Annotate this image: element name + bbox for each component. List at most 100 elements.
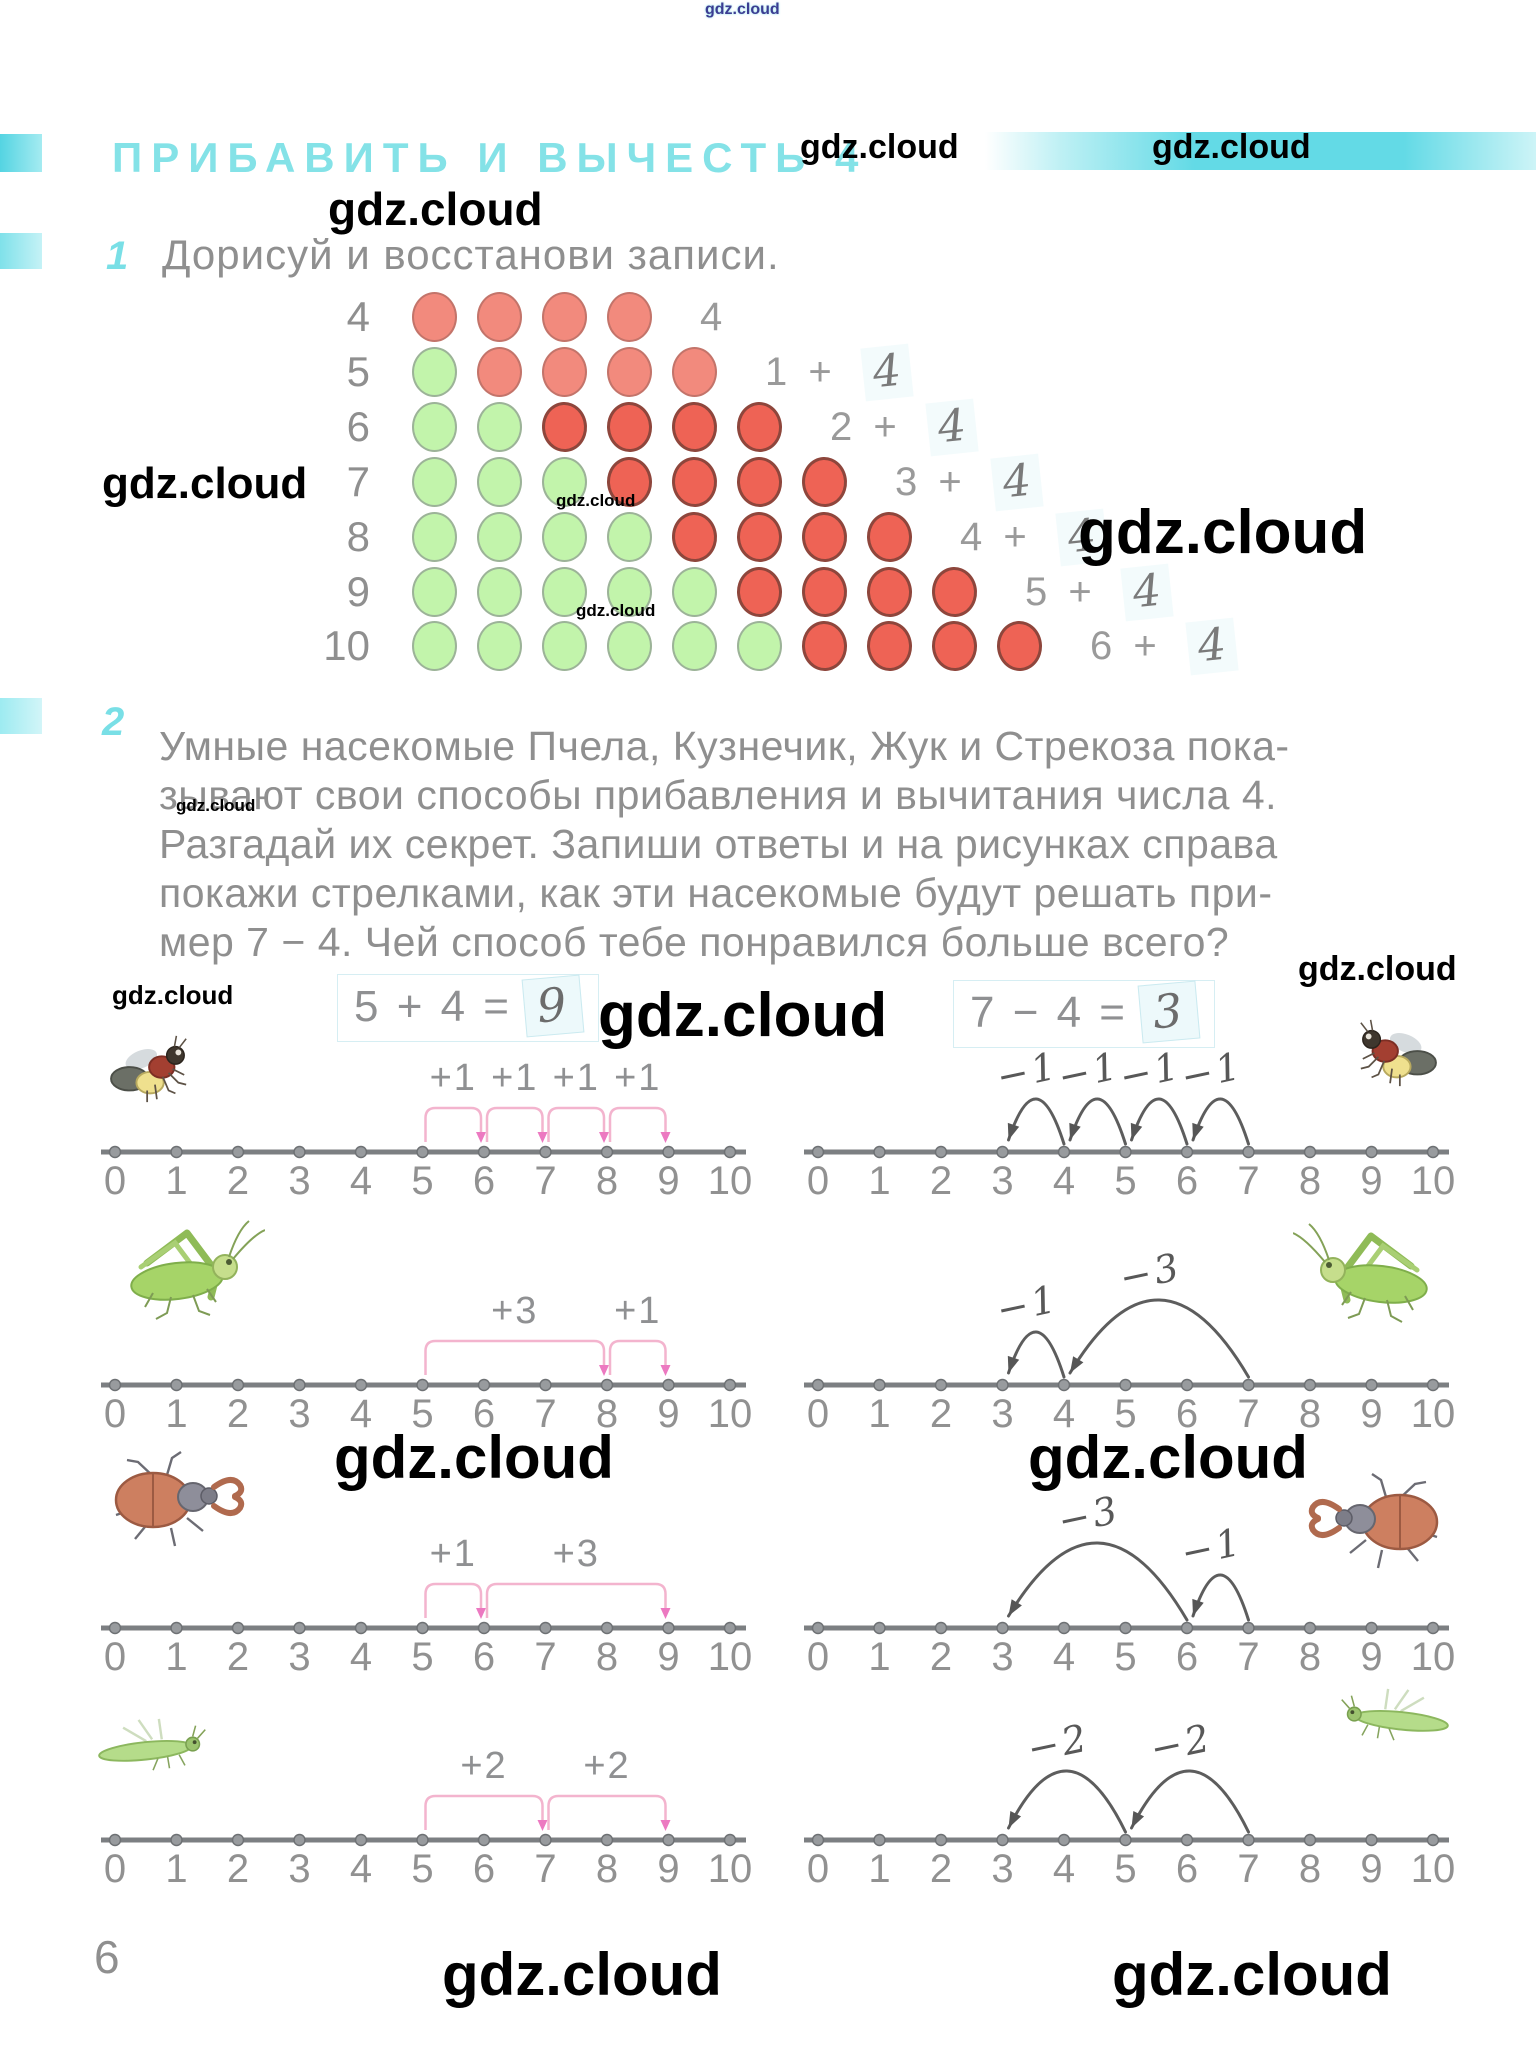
jump-label-handwritten: −2 [1146,1715,1216,1771]
row-count-label: 8 [346,513,370,560]
watermark-text: gdz.cloud [556,491,636,510]
bracket-arrowhead [660,1132,671,1143]
tick-dot [600,1145,614,1159]
tick-label: 0 [104,1159,126,1203]
jump-label-handwritten: −1 [1116,1043,1186,1099]
equation-printed: 7 − 4 = [970,988,1129,1037]
tick-label: 0 [104,1392,126,1436]
jump-label-handwritten: −2 [1023,1715,1093,1771]
green-circle [607,512,652,562]
minus-jump-arc [1068,1298,1250,1379]
minus-jump-arc [1007,1769,1127,1834]
task2-line: Умные насекомые Пчела, Кузнечик, Жук и С… [159,723,1290,769]
red-circle [670,510,719,564]
green-circle [672,621,717,671]
task1-text: Дорисуй и восстанови записи. [162,231,780,278]
equation-bee-sub: 7 − 4 = 3 [953,980,1216,1048]
tick-label: 2 [227,1159,249,1203]
bracket-arrowhead [599,1365,609,1376]
tick-dot [354,1621,368,1635]
tick-dot [723,1145,737,1159]
equation-printed: 6 + [1090,623,1162,668]
row-count-label: 6 [346,403,370,450]
tick-dot [1365,1833,1378,1847]
tick-label: 8 [1299,1847,1321,1891]
plus-jump-bracket [608,1339,667,1375]
count-row-10: 10 6 + 4 [270,617,1239,675]
tick-label: 1 [868,1635,890,1679]
tick-dot [600,1621,614,1635]
tick-dot [477,1145,491,1159]
tick-label: 0 [104,1635,126,1679]
circle-strip [412,292,672,342]
tick-dot [996,1621,1009,1635]
tick-dot [662,1378,675,1392]
numberline-panel-bee-add: 5 + 4 = 9 +1 +1 +1 +1 0 1 2 3 4 5 6 7 8 9 10 [85,972,765,1222]
tick-label: 7 [534,1847,556,1891]
tick-dot [996,1833,1009,1847]
green-circle [477,621,522,671]
tick-label: 1 [165,1635,187,1679]
row-count-label: 10 [323,622,370,669]
tick-label: 8 [596,1635,618,1679]
red-circle [670,400,719,454]
bracket-arrowhead [660,1365,671,1376]
jump-label: +2 [460,1745,507,1787]
tick-label: 10 [708,1159,753,1203]
green-circle [542,457,587,507]
arc-arrowhead [1131,1811,1145,1828]
tick-label: 7 [534,1392,556,1436]
arc-arrowhead [1069,1122,1081,1140]
tick-dot [539,1621,552,1635]
tick-dot [662,1145,675,1159]
equation-printed: 4 + [960,514,1032,559]
equation-printed: 5 + [1025,569,1097,614]
circle-strip [412,347,737,397]
tick-label: 6 [473,1847,495,1891]
minus-jump-arc [1191,1097,1250,1146]
jump-label-handwritten: −3 [1116,1244,1186,1300]
bracket-arrowhead [660,1608,671,1619]
tick-dot [108,1378,122,1392]
tick-dot [811,1145,825,1159]
watermark-text: gdz.cloud [334,1424,614,1491]
tick-dot [477,1833,491,1847]
count-row-6: 6 2 + 4 [270,398,979,456]
task1-number: 1 [106,234,129,278]
numberline-svg: −1−1−1−10 1 2 3 4 5 6 7 8 9 10 [804,1018,1456,1203]
tick-label: 5 [411,1847,433,1891]
tick-label: 6 [1176,1635,1198,1679]
plus-jump-bracket [485,1106,544,1142]
red-circle [995,619,1044,673]
numberline-panel-grasshopper-add: +3 +1 0 1 2 3 4 5 6 7 8 9 10 [85,1205,765,1455]
tick-label: 10 [708,1635,753,1679]
equation-printed: 3 + [895,459,967,504]
tick-dot [170,1833,183,1847]
tick-dot [1242,1145,1255,1159]
tick-label: 4 [350,1847,372,1891]
red-circle [735,510,784,564]
tick-dot [996,1145,1009,1159]
arc-arrowhead [1192,1598,1204,1616]
red-circle [865,510,914,564]
numberline-panel-dragonfly-sub: −2 −2 0 1 2 3 4 5 6 7 8 9 10 [788,1660,1468,1910]
equation-printed: 2 + [830,404,902,449]
jump-label-handwritten: −1 [1177,1043,1247,1099]
tick-label: 4 [350,1159,372,1203]
equation-handwritten-answer: 4 [860,343,914,401]
red-circle [542,292,587,342]
tick-label: 3 [288,1635,310,1679]
minus-jump-arc [1068,1097,1127,1146]
tick-dot [811,1378,825,1392]
tick-label: 3 [991,1847,1013,1891]
tick-label: 10 [1411,1159,1456,1203]
red-circle [735,565,784,619]
tick-label: 8 [596,1159,618,1203]
jump-label: +2 [583,1745,630,1787]
tick-dot [293,1621,306,1635]
tick-dot [416,1621,429,1635]
tick-dot [934,1378,948,1392]
tick-label: 0 [807,1847,829,1891]
tick-dot [1119,1145,1132,1159]
